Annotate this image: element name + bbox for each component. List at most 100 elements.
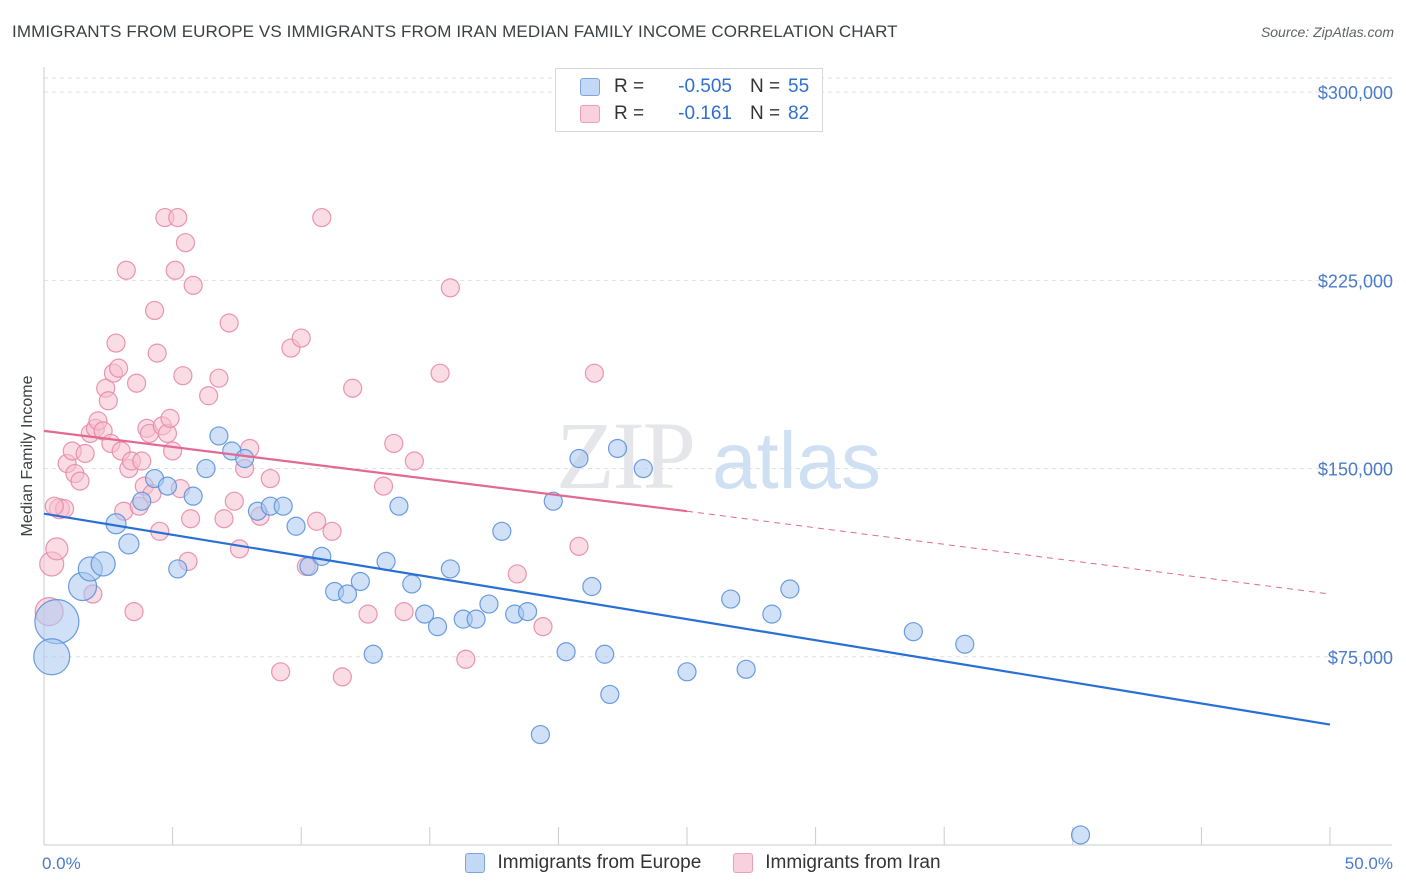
europe-point bbox=[479, 594, 499, 614]
europe-point bbox=[492, 521, 512, 541]
chart-title: IMMIGRANTS FROM EUROPE VS IMMIGRANTS FRO… bbox=[12, 22, 898, 41]
europe-point bbox=[736, 659, 756, 679]
y-tick-label: $300,000 bbox=[1318, 83, 1393, 103]
iran-point bbox=[183, 275, 203, 295]
iran-point bbox=[214, 509, 234, 529]
legend-r-label: R = bbox=[614, 103, 645, 124]
europe-point bbox=[677, 662, 697, 682]
iran-point bbox=[116, 260, 136, 280]
europe-point bbox=[363, 644, 383, 664]
y-tick-label: $225,000 bbox=[1318, 271, 1393, 291]
europe-point bbox=[466, 609, 486, 629]
iran-point bbox=[175, 233, 196, 253]
europe-point bbox=[312, 546, 332, 566]
legend-swatch-iran bbox=[580, 105, 600, 123]
europe-point bbox=[517, 601, 538, 622]
europe-point bbox=[157, 476, 178, 496]
watermark: ZIP atlas bbox=[556, 402, 881, 509]
y-tick-label: $150,000 bbox=[1318, 460, 1393, 480]
legend-r-label: R = bbox=[614, 76, 645, 97]
legend-swatch-europe bbox=[580, 78, 600, 96]
legend-label-europe: Immigrants from Europe bbox=[497, 852, 702, 873]
iran-point bbox=[224, 491, 244, 511]
europe-point bbox=[955, 634, 975, 654]
europe-point bbox=[168, 559, 188, 579]
x-tick-label-min: 0.0% bbox=[42, 854, 81, 873]
iran-point bbox=[70, 471, 90, 491]
iran-point bbox=[343, 378, 363, 398]
iran-point bbox=[440, 278, 460, 298]
iran-point bbox=[507, 564, 527, 584]
europe-point bbox=[903, 622, 923, 642]
stats-legend: R = -0.505 N = 55 R = -0.161 N = 82 bbox=[555, 68, 823, 132]
legend-swatch-iran bbox=[733, 853, 754, 873]
iran-point bbox=[75, 443, 95, 464]
legend-n-label: N = bbox=[750, 76, 781, 97]
iran-point bbox=[132, 451, 152, 471]
iran-point bbox=[533, 617, 553, 637]
axes bbox=[43, 67, 1392, 846]
iran-point bbox=[45, 537, 69, 561]
legend-label-iran: Immigrants from Iran bbox=[765, 852, 941, 873]
europe-point bbox=[286, 516, 306, 536]
iran-point bbox=[322, 521, 342, 541]
europe-point bbox=[337, 584, 358, 604]
y-tick-label: $75,000 bbox=[1328, 648, 1393, 668]
europe-point bbox=[402, 574, 422, 594]
europe-point bbox=[582, 576, 602, 597]
europe-point bbox=[34, 599, 80, 645]
trendline-iran bbox=[43, 429, 688, 513]
iran-point bbox=[209, 368, 229, 388]
iran-point bbox=[124, 601, 144, 622]
europe-point bbox=[183, 486, 203, 506]
europe-point bbox=[118, 533, 140, 555]
series-legend: Immigrants from Europe Immigrants from I… bbox=[0, 852, 1406, 874]
source-credit: Source: ZipAtlas.com bbox=[1260, 24, 1394, 40]
europe-point bbox=[530, 724, 550, 745]
iran-point bbox=[126, 373, 147, 393]
iran-point bbox=[384, 433, 404, 454]
iran-point bbox=[108, 358, 129, 378]
europe-point bbox=[762, 604, 782, 624]
europe-point bbox=[595, 644, 615, 664]
europe-point bbox=[389, 496, 409, 516]
europe-point bbox=[235, 448, 255, 469]
x-tick-labels: 0.0% 50.0% bbox=[42, 854, 1393, 873]
iran-point bbox=[219, 313, 239, 333]
iran-point bbox=[373, 476, 394, 496]
iran-point bbox=[168, 207, 188, 228]
iran-point bbox=[181, 509, 201, 529]
grid-lines bbox=[44, 77, 1392, 658]
legend-n-value-europe: 55 bbox=[788, 76, 810, 97]
iran-point bbox=[332, 667, 352, 687]
iran-point bbox=[569, 536, 589, 556]
europe-point bbox=[273, 496, 293, 516]
europe-point bbox=[350, 571, 370, 592]
iran-point bbox=[312, 207, 332, 228]
iran-point bbox=[291, 328, 311, 348]
iran-point bbox=[98, 391, 118, 411]
iran-point bbox=[229, 539, 250, 559]
legend-item-iran[interactable]: Immigrants from Iran bbox=[733, 852, 941, 874]
iran-point bbox=[160, 408, 180, 428]
y-tick-labels: $75,000 $150,000 $225,000 $300,000 bbox=[1318, 83, 1393, 668]
europe-point bbox=[543, 491, 563, 511]
legend-swatch-europe bbox=[465, 853, 486, 873]
legend-row-iran: R = -0.161 N = 82 bbox=[580, 102, 809, 126]
europe-point bbox=[132, 491, 152, 511]
iran-point bbox=[260, 468, 280, 489]
legend-n-value-iran: 82 bbox=[788, 103, 810, 124]
europe-point bbox=[209, 426, 229, 446]
legend-item-europe[interactable]: Immigrants from Europe bbox=[465, 852, 701, 874]
iran-point bbox=[199, 386, 219, 406]
europe-point bbox=[440, 559, 460, 579]
europe-point bbox=[196, 458, 216, 479]
iran-point bbox=[144, 300, 165, 321]
europe-point bbox=[569, 448, 589, 469]
iran-point bbox=[307, 511, 327, 531]
europe-point bbox=[556, 642, 576, 662]
legend-n-label: N = bbox=[750, 103, 781, 124]
iran-point bbox=[430, 363, 450, 383]
iran-point bbox=[163, 441, 183, 461]
